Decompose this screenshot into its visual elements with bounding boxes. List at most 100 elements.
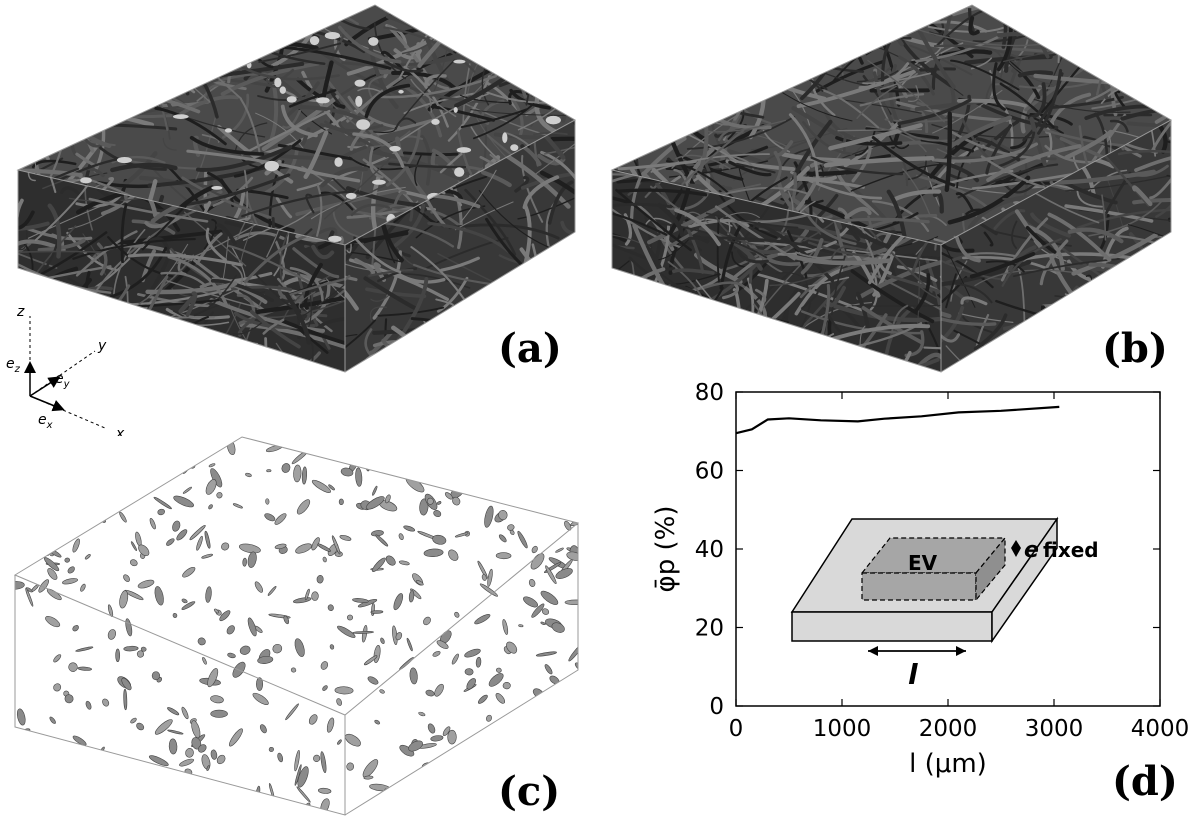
particle-cluster bbox=[27, 502, 35, 516]
fiber-strand bbox=[758, 0, 837, 4]
fiber-strand bbox=[70, 15, 108, 21]
particle bbox=[355, 96, 362, 107]
fiber-strand bbox=[646, 314, 704, 320]
particle-cluster bbox=[574, 661, 585, 672]
particle-cluster bbox=[197, 636, 207, 646]
fiber-strand bbox=[607, 32, 667, 100]
particle-clusters bbox=[6, 433, 587, 816]
particle-cluster bbox=[271, 643, 283, 655]
particle-cluster bbox=[418, 711, 425, 716]
fiber-strand bbox=[558, 52, 590, 91]
particle-cluster bbox=[267, 586, 277, 597]
fiber-strand bbox=[841, 6, 850, 40]
y-tick-label: 40 bbox=[695, 537, 724, 563]
fiber-strand bbox=[784, 20, 870, 29]
fiber-strand bbox=[126, 71, 193, 92]
fiber-strand bbox=[1055, 299, 1087, 374]
particle-cluster bbox=[200, 790, 215, 798]
fiber-strand bbox=[709, 85, 737, 111]
fiber-strand bbox=[65, 27, 92, 102]
fiber-strand bbox=[722, 53, 757, 99]
fiber-strand bbox=[842, 38, 858, 59]
particle bbox=[368, 37, 378, 46]
particle bbox=[355, 80, 366, 87]
fiber-strand bbox=[820, 28, 894, 44]
fiber-strand bbox=[41, 51, 80, 61]
fiber-strand bbox=[607, 12, 629, 77]
particle-cluster bbox=[434, 436, 448, 455]
fiber-strand bbox=[771, 0, 780, 5]
fiber-strand bbox=[0, 8, 82, 51]
particle-cluster bbox=[149, 518, 157, 530]
particle-cluster bbox=[200, 802, 218, 812]
fiber-strand bbox=[996, 366, 1037, 380]
fiber-strand bbox=[0, 10, 24, 19]
ev-box-front bbox=[862, 573, 976, 600]
particle-cluster bbox=[34, 533, 50, 544]
fiber-strand bbox=[620, 338, 675, 367]
particle-cluster bbox=[118, 511, 127, 523]
particle-cluster bbox=[238, 542, 261, 554]
fiber-strand bbox=[27, 0, 33, 43]
fiber-strand bbox=[528, 281, 590, 284]
particle-cluster bbox=[285, 703, 300, 721]
fiber-strand bbox=[780, 0, 811, 14]
fiber-strand bbox=[596, 300, 661, 328]
particle-cluster bbox=[245, 472, 252, 477]
fiber-strand bbox=[691, 46, 712, 88]
fiber-strand bbox=[192, 4, 249, 33]
fiber-strand bbox=[1103, 3, 1113, 46]
fiber-strand bbox=[185, 0, 192, 14]
particle-cluster bbox=[233, 503, 243, 509]
particle-cluster bbox=[30, 489, 44, 498]
fiber-strand bbox=[681, 32, 798, 44]
fiber-strand bbox=[669, 28, 749, 72]
fiber-strand bbox=[613, 63, 732, 72]
particle-cluster bbox=[405, 787, 409, 794]
fiber-strand bbox=[473, 51, 494, 60]
fiber-strand bbox=[1070, 329, 1094, 351]
fiber-strand bbox=[674, 0, 691, 47]
fiber-strand bbox=[706, 46, 741, 76]
particle-cluster bbox=[150, 775, 169, 791]
fiber-strand bbox=[1161, 9, 1188, 32]
fiber-strand bbox=[62, 119, 83, 124]
fiber-strand bbox=[710, 65, 737, 73]
fiber-strand bbox=[1113, 54, 1181, 62]
fiber-strand bbox=[1174, 137, 1188, 157]
length-arrow-left-icon bbox=[868, 646, 878, 656]
fiber-strand bbox=[1168, 0, 1188, 9]
fiber-strand bbox=[174, 25, 187, 93]
particle-cluster bbox=[507, 524, 515, 532]
particle-cluster bbox=[536, 651, 557, 657]
particle-cluster bbox=[181, 706, 190, 719]
fiber-strand bbox=[376, 373, 403, 380]
fiber-strand bbox=[533, 72, 545, 100]
fiber-strand bbox=[297, 369, 344, 380]
particle-cluster bbox=[497, 484, 504, 502]
fiber-strand bbox=[96, 0, 120, 15]
fiber-strand bbox=[722, 351, 793, 376]
particle-cluster bbox=[432, 650, 441, 657]
fiber-strand bbox=[16, 0, 99, 36]
particle-cluster bbox=[503, 682, 511, 689]
fiber-strand bbox=[67, 25, 77, 83]
fiber-strand bbox=[269, 374, 349, 380]
fiber-strand bbox=[618, 35, 688, 84]
fiber-strand bbox=[674, 46, 699, 79]
thickness-symbol: e bbox=[1024, 538, 1039, 563]
particle-cluster bbox=[327, 604, 334, 612]
fiber-strand bbox=[42, 98, 152, 125]
particle bbox=[69, 77, 74, 84]
fiber-strand bbox=[661, 12, 692, 28]
fiber-strand bbox=[242, 6, 265, 60]
particle-cluster bbox=[369, 783, 390, 792]
fiber-strand bbox=[1144, 261, 1156, 316]
fiber-strand bbox=[499, 10, 549, 76]
fiber-strand bbox=[39, 51, 126, 93]
particle-cluster bbox=[373, 645, 382, 663]
panel-label-d: (d) bbox=[1112, 758, 1178, 805]
fiber-strand bbox=[513, 372, 548, 380]
particle bbox=[334, 157, 342, 167]
fiber-strand bbox=[794, 359, 908, 365]
